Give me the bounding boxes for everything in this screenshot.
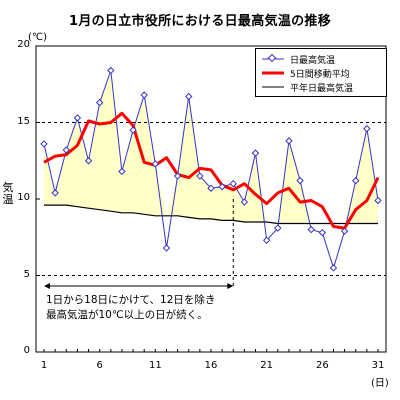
daily-point (84, 157, 93, 165)
daily-point (62, 146, 70, 154)
daily-point (140, 91, 148, 99)
daily-point (262, 236, 271, 245)
daily-point (229, 179, 237, 188)
legend-label-normal: 平年日最高気温 (290, 83, 354, 94)
daily-point (274, 224, 282, 232)
x-tick-label: 21 (260, 360, 274, 371)
legend-swatch-daily (262, 53, 284, 63)
area-above-normal (44, 70, 378, 224)
daily-point (151, 160, 160, 168)
y-tick-label: 20 (17, 39, 30, 50)
x-tick-label: 31 (371, 360, 385, 371)
series-normal-line (44, 204, 378, 225)
legend-item-normal: 平年日最高気温 (256, 80, 386, 94)
y-axis-label: 気温 (2, 181, 14, 206)
annotation-arrow-left (44, 283, 50, 289)
daily-point (162, 244, 171, 252)
y-tick-label: 15 (17, 115, 30, 127)
daily-point (40, 140, 48, 148)
legend-swatch-moving-avg (262, 71, 284, 75)
y-tick-label: 5 (23, 268, 30, 280)
legend: 日最高気温 5日間移動平均 平年日最高気温 (255, 48, 387, 97)
daily-point (363, 124, 371, 133)
y-unit-label: (℃) (28, 32, 48, 43)
daily-point (329, 264, 338, 272)
x-tick-label: 26 (315, 360, 329, 371)
x-tick-label: 6 (96, 360, 103, 371)
daily-point (307, 225, 315, 234)
daily-point (51, 189, 59, 197)
x-tick-label: 1 (40, 360, 48, 371)
legend-item-daily: 日最高気温 (256, 52, 386, 66)
legend-swatch-normal (262, 86, 284, 88)
annotation-line-1: 1日から18日にかけて、12日を除き (46, 294, 216, 306)
chart-title: 1月の日立市役所における日最高気温の推移 (68, 14, 332, 29)
annotation-box: 1日から18日にかけて、12日を除き 最高気温が10℃以上の日が続く。 (46, 293, 246, 323)
daily-point (95, 98, 104, 107)
daily-point (73, 114, 82, 122)
daily-point (118, 167, 126, 176)
legend-label-daily: 日最高気温 (290, 55, 336, 66)
daily-point (107, 66, 115, 75)
daily-point (129, 126, 137, 134)
daily-point (296, 176, 304, 185)
series-moving-avg-line (43, 111, 380, 230)
daily-point (251, 149, 260, 157)
daily-point (318, 228, 327, 237)
daily-point (185, 92, 193, 101)
daily-point (340, 227, 349, 235)
legend-label-moving-avg: 5日間移動平均 (290, 69, 350, 80)
legend-item-moving-avg: 5日間移動平均 (256, 66, 386, 80)
daily-point (285, 137, 293, 145)
daily-point (218, 183, 226, 191)
y-tick-label: 0 (23, 345, 30, 356)
x-unit-label: (日) (371, 378, 389, 389)
daily-point (196, 172, 204, 180)
daily-point (240, 198, 249, 206)
daily-point (374, 196, 382, 205)
daily-point (352, 176, 360, 185)
daily-point (207, 184, 215, 192)
daily-point (173, 172, 182, 180)
x-tick-label: 11 (148, 360, 162, 371)
annotation-line-2: 最高気温が10℃以上の日が続く。 (46, 309, 208, 321)
y-tick-label: 10 (17, 192, 30, 203)
annotation-arrow-right (227, 283, 234, 289)
x-tick-label: 16 (204, 360, 218, 371)
